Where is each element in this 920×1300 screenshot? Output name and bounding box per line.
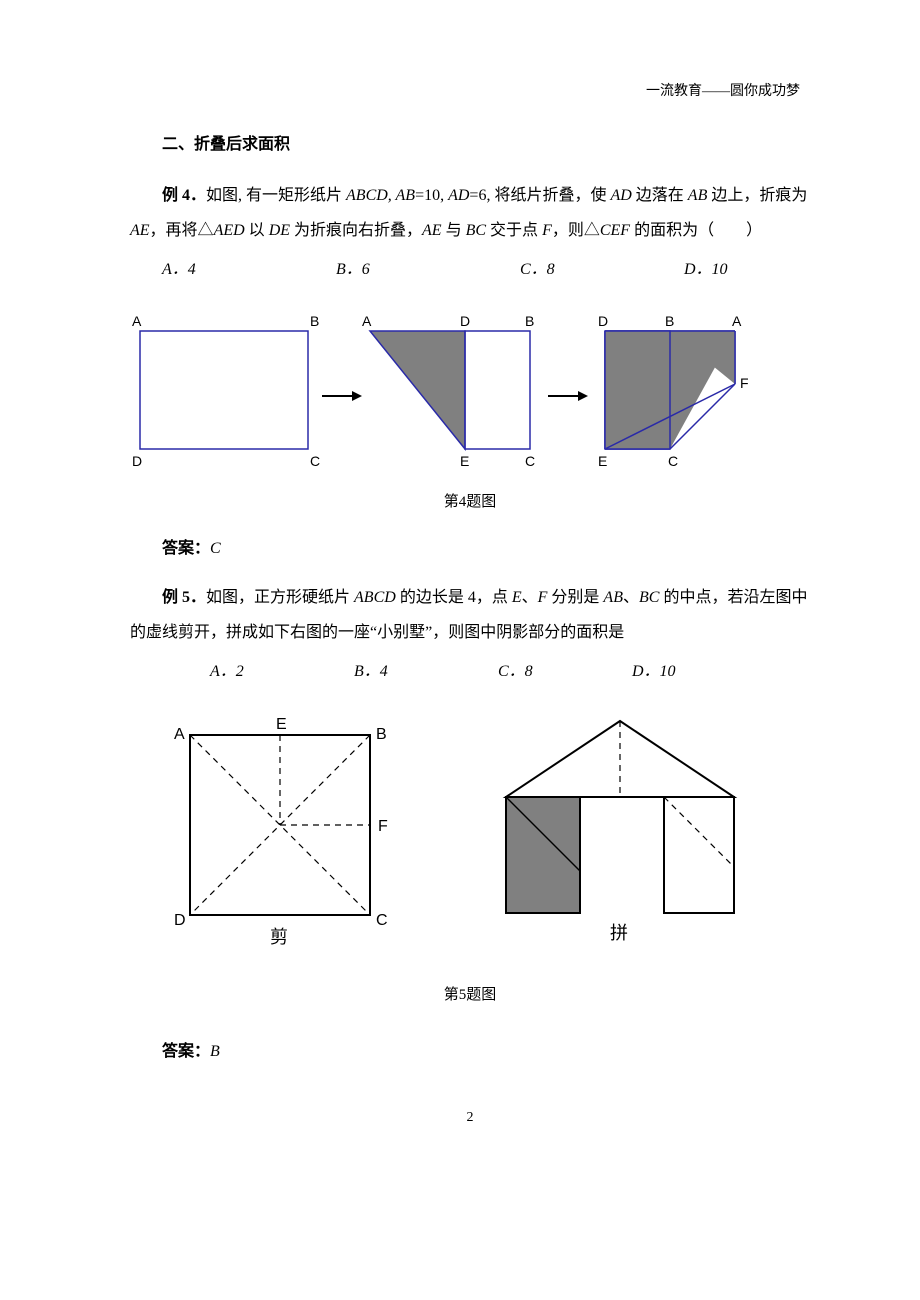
- svg-text:C: C: [668, 453, 678, 469]
- q4-figure: A B C D A D B E C: [130, 306, 810, 511]
- q4-figcaption: 第4题图: [130, 490, 810, 511]
- svg-text:B: B: [665, 313, 674, 329]
- build-label: 拼: [610, 923, 628, 943]
- q4-option-d: D．10: [684, 252, 804, 287]
- page-number: 2: [130, 1110, 810, 1126]
- svg-text:B: B: [310, 313, 319, 329]
- svg-text:C: C: [376, 912, 388, 929]
- svg-text:F: F: [740, 375, 749, 391]
- q5-option-c: C．8: [498, 654, 628, 689]
- q4-label: 例 4．: [162, 187, 206, 204]
- svg-text:D: D: [174, 912, 186, 929]
- svg-text:E: E: [276, 716, 287, 733]
- svg-text:D: D: [598, 313, 608, 329]
- q4-answer-label: 答案：: [162, 540, 210, 557]
- cut-label: 剪: [270, 927, 288, 947]
- svg-text:C: C: [310, 453, 320, 469]
- q5-text: 例 5．如图，正方形硬纸片 ABCD 的边长是 4，点 E、F 分别是 AB、B…: [130, 580, 810, 650]
- q4-options: A．4 B．6 C．8 D．10: [130, 252, 810, 287]
- q5-option-d: D．10: [632, 654, 732, 689]
- q5-option-a: A．2: [210, 654, 350, 689]
- q5-diagram: A E B F C D 剪 拼: [130, 715, 770, 965]
- q4-answer-value: C: [210, 540, 221, 557]
- q5-label: 例 5．: [162, 589, 206, 606]
- svg-text:D: D: [132, 453, 142, 469]
- section-title: 二、折叠后求面积: [130, 130, 810, 154]
- q5-figcaption: 第5题图: [130, 983, 810, 1004]
- q4-option-b: B．6: [336, 252, 516, 287]
- q4-answer: 答案：C: [130, 531, 810, 566]
- svg-text:E: E: [460, 453, 469, 469]
- q5-option-b: B．4: [354, 654, 494, 689]
- q5-answer-value: B: [210, 1043, 220, 1060]
- q5-options: A．2 B．4 C．8 D．10: [130, 654, 810, 689]
- q5-answer: 答案：B: [130, 1034, 810, 1069]
- svg-text:F: F: [378, 818, 388, 835]
- q5-figure: A E B F C D 剪 拼 第5题图: [130, 715, 810, 1004]
- svg-text:E: E: [598, 453, 607, 469]
- svg-text:C: C: [525, 453, 535, 469]
- svg-text:B: B: [525, 313, 534, 329]
- q4-text: 例 4．如图, 有一矩形纸片 ABCD, AB=10, AD=6, 将纸片折叠，…: [130, 178, 810, 248]
- q5-answer-label: 答案：: [162, 1043, 210, 1060]
- svg-text:D: D: [460, 313, 470, 329]
- q4-option-a: A．4: [162, 252, 332, 287]
- q4-option-c: C．8: [520, 252, 680, 287]
- svg-text:B: B: [376, 726, 387, 743]
- svg-text:A: A: [174, 726, 185, 743]
- svg-text:A: A: [732, 313, 742, 329]
- svg-text:A: A: [362, 313, 372, 329]
- q4-diagram: A B C D A D B E C: [130, 306, 790, 486]
- page-header: 一流教育——圆你成功梦: [646, 80, 800, 100]
- svg-text:A: A: [132, 313, 142, 329]
